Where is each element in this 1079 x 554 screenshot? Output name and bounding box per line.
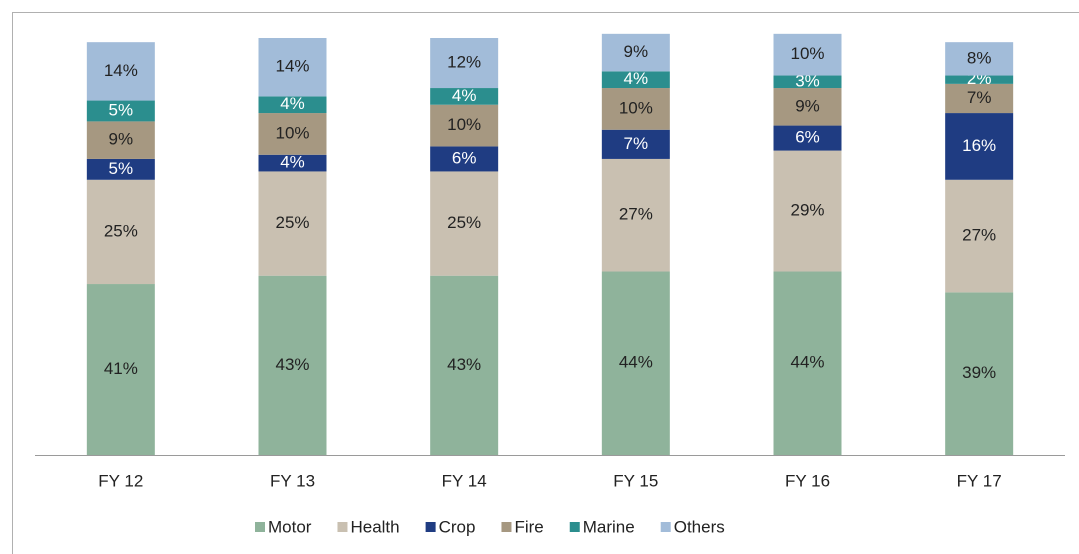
bar-segment: [86, 179, 155, 285]
data-label: 10%: [790, 44, 824, 63]
x-tick-label: FY 15: [613, 471, 658, 490]
data-label: 10%: [619, 98, 653, 117]
bar-segment: [601, 129, 670, 159]
data-label: 3%: [795, 71, 820, 90]
data-label: 44%: [790, 353, 824, 372]
bar-segment: [430, 171, 499, 276]
legend-swatch: [255, 522, 265, 532]
bar-segment: [945, 42, 1014, 76]
bar-segment: [430, 38, 499, 89]
data-label: 25%: [275, 213, 309, 232]
data-label: 27%: [619, 205, 653, 224]
data-label: 6%: [452, 148, 477, 167]
bar-segment: [945, 83, 1014, 114]
x-tick-label: FY 14: [442, 471, 487, 490]
bar-segment: [601, 71, 670, 89]
bar-segment: [773, 88, 842, 126]
data-label: 8%: [967, 48, 992, 67]
bar-segment: [430, 104, 499, 147]
x-tick-label: FY 16: [785, 471, 830, 490]
legend-label: Others: [674, 517, 725, 536]
data-label: 9%: [795, 96, 820, 115]
data-label: 25%: [447, 213, 481, 232]
data-label: 29%: [790, 201, 824, 220]
data-label: 4%: [452, 86, 477, 105]
bar-segment: [945, 179, 1014, 293]
data-label: 10%: [275, 123, 309, 142]
legend-swatch: [501, 522, 512, 532]
bar-segment: [430, 88, 499, 105]
data-label: 4%: [280, 94, 305, 113]
data-label: 25%: [104, 221, 138, 240]
data-label: 5%: [109, 100, 134, 119]
data-label: 41%: [104, 359, 138, 378]
legend-swatch: [569, 522, 580, 532]
bar-segment: [945, 113, 1014, 180]
bar-segment: [773, 271, 842, 455]
legend-swatch: [337, 522, 348, 532]
data-label: 44%: [619, 353, 653, 372]
legend-swatch: [660, 522, 671, 532]
bar-segment: [258, 96, 327, 114]
data-label: 9%: [624, 42, 649, 61]
bar-segment: [258, 154, 327, 172]
data-label: 14%: [275, 57, 309, 76]
bar-segment: [945, 292, 1014, 455]
bar-segment: [601, 158, 670, 272]
data-label: 5%: [109, 159, 134, 178]
bar-segment: [773, 150, 842, 272]
bar-segment: [86, 42, 155, 101]
data-label: 43%: [275, 355, 309, 374]
data-label: 6%: [795, 128, 820, 147]
bar-segment: [601, 88, 670, 130]
bar-segment: [86, 284, 155, 455]
data-label: 7%: [967, 88, 992, 107]
data-label: 4%: [280, 153, 305, 172]
bar-segment: [601, 271, 670, 455]
bar-segment: [258, 275, 327, 455]
x-tick-label: FY 17: [957, 471, 1002, 490]
bar-segment: [258, 113, 327, 155]
data-label: 27%: [962, 226, 996, 245]
bar-segment: [258, 171, 327, 276]
legend-label: Fire: [514, 517, 543, 536]
legend-label: Crop: [439, 517, 476, 536]
bar-segment: [773, 125, 842, 151]
data-label: 12%: [447, 53, 481, 72]
bar-segment: [601, 33, 670, 72]
data-label: 10%: [447, 115, 481, 134]
legend-label: Health: [350, 517, 399, 536]
bar-segment: [773, 75, 842, 89]
bar-segment: [86, 121, 155, 159]
x-tick-label: FY 13: [270, 471, 315, 490]
bar-segment: [258, 38, 327, 97]
legend-label: Marine: [583, 517, 635, 536]
bar-segment: [773, 33, 842, 76]
data-label: 9%: [109, 130, 134, 149]
data-label: 39%: [962, 363, 996, 382]
legend-label: Motor: [268, 517, 312, 536]
bar-segment: [945, 75, 1014, 84]
data-label: 43%: [447, 355, 481, 374]
bar-segment: [430, 275, 499, 455]
data-label: 7%: [624, 134, 649, 153]
data-label: 16%: [962, 136, 996, 155]
legend-swatch: [425, 522, 436, 532]
bar-segment: [86, 100, 155, 122]
data-label: 4%: [624, 69, 649, 88]
data-label: 14%: [104, 61, 138, 80]
bar-segment: [430, 146, 499, 172]
x-tick-label: FY 12: [98, 471, 143, 490]
bar-segment: [86, 158, 155, 180]
chart-frame: [12, 12, 1079, 554]
